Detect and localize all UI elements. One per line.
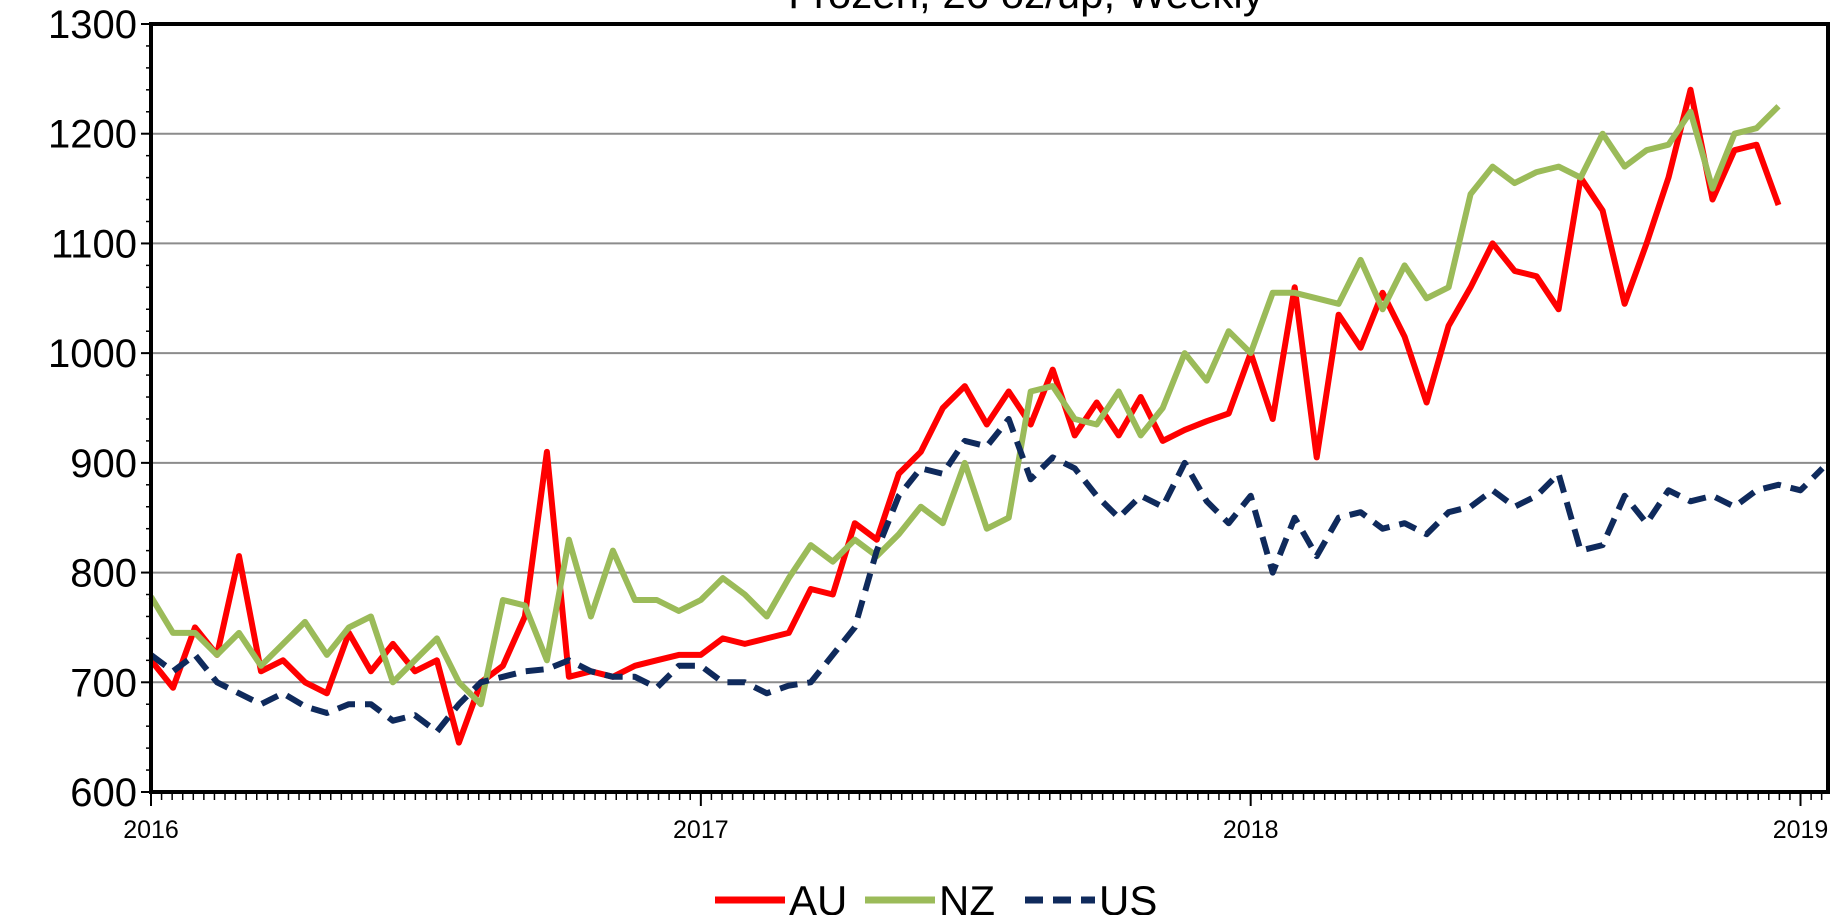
- x-tick-label: 2016: [123, 816, 179, 844]
- series-line: [148, 104, 1781, 708]
- x-tick-label: 2017: [673, 816, 729, 844]
- legend-label: AU: [789, 877, 847, 915]
- legend-label: NZ: [939, 877, 995, 915]
- y-tick-label: 800: [70, 552, 137, 596]
- series-line: [149, 416, 1825, 735]
- y-tick-label: 600: [70, 771, 137, 815]
- plot-border: [149, 22, 1830, 794]
- y-tick-label: 1300: [48, 3, 137, 47]
- chart-title: Frozen, 26 oz/up, Weekly: [788, 0, 1263, 17]
- x-tick-label: 2019: [1773, 816, 1829, 844]
- y-tick-label: 1100: [51, 222, 137, 266]
- x-tick-label: 2018: [1223, 816, 1279, 844]
- y-tick-label: 700: [70, 661, 137, 705]
- y-tick-label: 1200: [48, 113, 137, 157]
- y-tick-label: 1000: [48, 332, 137, 376]
- legend-label: US: [1099, 877, 1157, 915]
- series-line: [148, 86, 1782, 746]
- y-tick-label: 900: [70, 442, 137, 486]
